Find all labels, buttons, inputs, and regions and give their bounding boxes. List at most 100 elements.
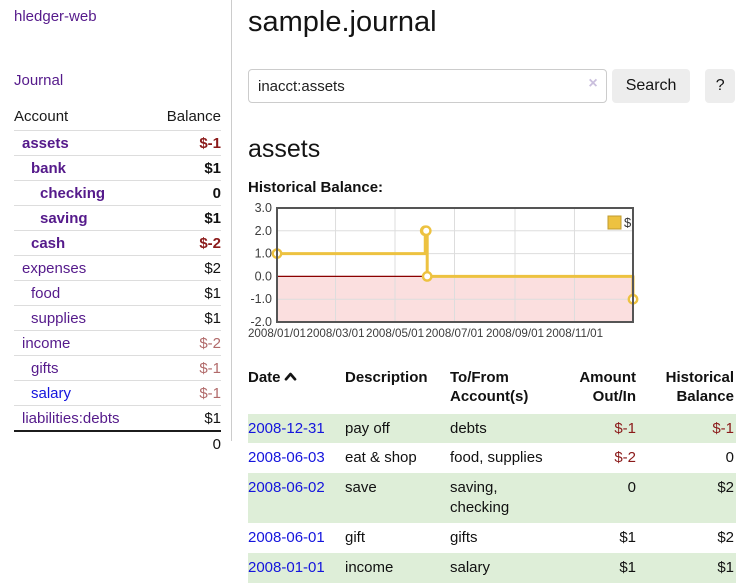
sidebar-account-balance: 0 <box>151 181 221 206</box>
transaction-accounts: food, supplies <box>450 443 568 473</box>
sidebar-account-cell: cash <box>14 231 151 256</box>
search-form: × Search ? <box>248 69 735 103</box>
sidebar-account-cell: saving <box>14 206 151 231</box>
sidebar-account-row: bank $1 <box>14 156 221 181</box>
register-header-row: Date Description To/From Account(s) Amou… <box>248 367 736 414</box>
transaction-date-link[interactable]: 2008-06-02 <box>248 479 325 496</box>
sidebar-account-cell: bank <box>14 156 151 181</box>
sidebar-account-link-expenses[interactable]: expenses <box>22 260 86 277</box>
svg-text:2008/07/01: 2008/07/01 <box>425 327 483 340</box>
svg-text:-1.0: -1.0 <box>250 292 272 306</box>
transaction-description: income <box>345 553 450 583</box>
col-header-historical-balance: Historical Balance <box>638 367 736 414</box>
sidebar-account-balance: $1 <box>151 206 221 231</box>
sidebar-account-link-assets[interactable]: assets <box>22 135 69 152</box>
sidebar-total-spacer <box>14 431 151 456</box>
main-content: sample.journal × Search ? assets Histori… <box>233 0 742 582</box>
account-heading: assets <box>248 135 735 164</box>
sidebar-account-balance: $1 <box>151 306 221 331</box>
svg-text:0.0: 0.0 <box>255 269 272 283</box>
sidebar-account-link-supplies[interactable]: supplies <box>31 310 86 327</box>
sidebar-accounts-header-row: Account Balance <box>14 105 221 131</box>
col-header-accounts: To/From Account(s) <box>450 367 568 414</box>
transaction-date-cell: 2008-06-03 <box>248 443 345 473</box>
sidebar-account-cell: supplies <box>14 306 151 331</box>
sidebar-account-cell: expenses <box>14 256 151 281</box>
transaction-accounts: debts <box>450 414 568 444</box>
transaction-description: save <box>345 473 450 523</box>
svg-text:2.0: 2.0 <box>255 224 272 238</box>
col-header-account: Account <box>14 105 151 131</box>
sidebar-account-balance: $1 <box>151 406 221 432</box>
transaction-date-cell: 2008-01-01 <box>248 553 345 583</box>
sidebar-account-link-gifts[interactable]: gifts <box>31 360 59 377</box>
sidebar: hledger-web Journal Account Balance asse… <box>0 0 232 441</box>
sidebar-account-balance: $1 <box>151 281 221 306</box>
sidebar-account-row: salary $-1 <box>14 381 221 406</box>
transaction-historical-balance: 0 <box>638 443 736 473</box>
sidebar-account-cell: salary <box>14 381 151 406</box>
help-button[interactable]: ? <box>705 69 735 103</box>
transaction-amount: $-2 <box>568 443 638 473</box>
transaction-date-cell: 2008-06-01 <box>248 523 345 553</box>
col-header-date[interactable]: Date <box>248 367 345 414</box>
transaction-accounts: gifts <box>450 523 568 553</box>
transaction-date-link[interactable]: 2008-01-01 <box>248 559 325 576</box>
sidebar-account-link-income[interactable]: income <box>22 335 70 352</box>
sidebar-total-row: 0 <box>14 431 221 456</box>
sidebar-account-link-food[interactable]: food <box>31 285 60 302</box>
svg-text:2008/09/01: 2008/09/01 <box>486 327 544 340</box>
sort-ascending-icon <box>284 371 297 382</box>
sidebar-account-link-saving[interactable]: saving <box>40 210 88 227</box>
transaction-date-cell: 2008-12-31 <box>248 414 345 444</box>
sidebar-account-row: saving $1 <box>14 206 221 231</box>
search-button[interactable]: Search <box>612 69 691 103</box>
sidebar-account-row: liabilities:debts $1 <box>14 406 221 432</box>
svg-text:1.0: 1.0 <box>255 247 272 261</box>
register-table: Date Description To/From Account(s) Amou… <box>248 367 736 583</box>
transaction-description: pay off <box>345 414 450 444</box>
transaction-historical-balance: $1 <box>638 553 736 583</box>
sidebar-account-row: supplies $1 <box>14 306 221 331</box>
sidebar-account-balance: $1 <box>151 156 221 181</box>
transaction-description: eat & shop <box>345 443 450 473</box>
svg-text:$: $ <box>624 215 632 230</box>
col-header-balance: Balance <box>151 105 221 131</box>
svg-text:2008/11/01: 2008/11/01 <box>546 327 603 340</box>
sidebar-account-link-bank[interactable]: bank <box>31 160 66 177</box>
sidebar-item-journal[interactable]: Journal <box>14 72 63 89</box>
svg-text:2008/05/01: 2008/05/01 <box>366 327 424 340</box>
transaction-date-link[interactable]: 2008-06-01 <box>248 529 325 546</box>
sidebar-account-row: food $1 <box>14 281 221 306</box>
sidebar-account-row: cash$-2 <box>14 231 221 256</box>
search-input[interactable] <box>248 69 607 103</box>
sidebar-account-link-salary[interactable]: salary <box>31 385 71 402</box>
sidebar-account-cell: assets <box>14 131 151 156</box>
transaction-date-link[interactable]: 2008-06-03 <box>248 449 325 466</box>
sidebar-account-row: gifts$-1 <box>14 356 221 381</box>
sidebar-account-link-checking[interactable]: checking <box>40 185 105 202</box>
sidebar-account-link-liabilities-debts[interactable]: liabilities:debts <box>22 410 120 427</box>
transaction-historical-balance: $-1 <box>638 414 736 444</box>
date-header-label: Date <box>248 369 281 386</box>
sidebar-account-cell: checking <box>14 181 151 206</box>
svg-text:3.0: 3.0 <box>255 203 272 215</box>
sidebar-account-link-cash[interactable]: cash <box>31 235 65 252</box>
sidebar-account-balance: $2 <box>151 256 221 281</box>
brand-link[interactable]: hledger-web <box>14 8 97 25</box>
clear-search-icon[interactable]: × <box>588 76 597 92</box>
sidebar-account-balance: $-2 <box>151 331 221 356</box>
page-title: sample.journal <box>248 6 735 39</box>
sidebar-account-cell: liabilities:debts <box>14 406 151 432</box>
sidebar-account-balance: $-1 <box>151 381 221 406</box>
transaction-date-link[interactable]: 2008-12-31 <box>248 420 325 437</box>
transaction-description: gift <box>345 523 450 553</box>
col-header-amount: Amount Out/In <box>568 367 638 414</box>
